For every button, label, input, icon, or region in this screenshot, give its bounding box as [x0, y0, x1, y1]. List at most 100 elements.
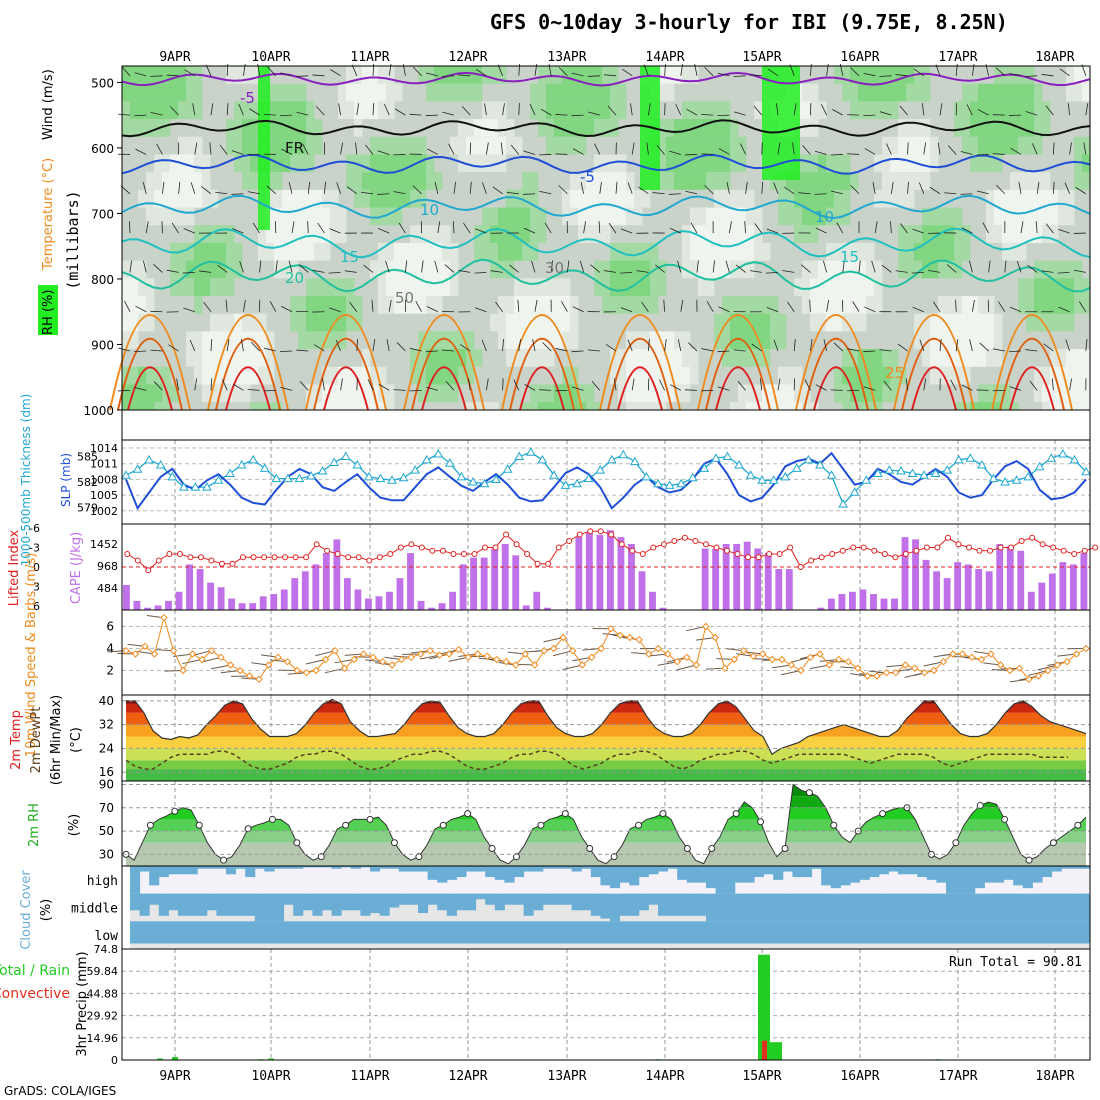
- cloud-cell: [437, 866, 448, 883]
- contour-label: 15: [840, 248, 859, 266]
- cloud-cell: [418, 921, 429, 944]
- wind-barb: [183, 228, 195, 234]
- rh-cell: [618, 101, 627, 120]
- rh-cell: [274, 119, 283, 137]
- cloud-cell: [1032, 921, 1043, 944]
- rh-cell: [146, 119, 155, 137]
- rh-cell: [482, 66, 491, 84]
- cloud-cell: [360, 866, 371, 868]
- rh-cell: [346, 295, 355, 314]
- rh-cell: [946, 331, 955, 350]
- rh-cell: [898, 260, 907, 279]
- wind-speed-marker: [407, 653, 415, 662]
- wind-barb: [518, 103, 520, 116]
- wind-barb: [365, 144, 374, 155]
- rh-cell: [138, 278, 147, 297]
- rh-cell: [602, 172, 611, 190]
- rh-cell: [890, 101, 899, 120]
- cloud-cell: [1061, 893, 1072, 922]
- wind-barb: [1035, 221, 1038, 234]
- cape-bar: [1027, 591, 1035, 610]
- cape-bar: [996, 543, 1004, 610]
- wind-barb: [1078, 301, 1087, 312]
- rh-cell: [866, 278, 875, 297]
- wind-barb: [759, 378, 763, 391]
- rh-cell: [498, 136, 507, 155]
- rh-cell: [850, 384, 859, 403]
- wind-barb: [823, 260, 827, 273]
- rh-cell: [434, 384, 443, 403]
- wind-barb: [121, 66, 131, 77]
- rh-cell: [794, 172, 803, 190]
- rh-cell: [210, 366, 219, 385]
- rh-marker: [1074, 821, 1082, 829]
- wind-barb: [210, 378, 213, 391]
- rh-cell: [306, 331, 315, 350]
- thickness-marker: [352, 459, 363, 469]
- cloud-cell: [792, 866, 803, 878]
- rh-cell: [1066, 295, 1075, 314]
- boundary-layer-isotherm: [225, 366, 271, 411]
- rh-cell: [802, 172, 811, 190]
- wind-barb: [631, 378, 635, 391]
- cape-bar: [617, 537, 625, 610]
- wind-barb: [534, 299, 538, 312]
- cloud-cell: [552, 921, 563, 944]
- rh-cell: [426, 384, 435, 403]
- rh-cell: [834, 172, 843, 190]
- wind-barb: [156, 143, 163, 155]
- rh-cell: [666, 83, 675, 102]
- rh-cell: [802, 119, 811, 137]
- cape-bar: [1006, 546, 1014, 610]
- rh-cell: [762, 331, 771, 350]
- slp-tick-label: 1014: [90, 442, 118, 455]
- rh-cell: [258, 242, 267, 261]
- rh-cell: [1050, 313, 1059, 332]
- rh-cell: [610, 66, 619, 84]
- li-marker: [1018, 538, 1025, 544]
- rh-cell: [378, 66, 387, 84]
- rh-cell: [1042, 101, 1051, 120]
- wind-barb: [1010, 147, 1022, 155]
- li-marker: [776, 551, 783, 557]
- rh-cell: [490, 225, 499, 243]
- wind-barb: [539, 190, 552, 195]
- cloud-cell: [533, 921, 544, 944]
- rh-cell: [546, 313, 555, 332]
- rh-cell: [1042, 260, 1051, 279]
- wind-barb: [591, 380, 601, 391]
- rh-cell: [458, 331, 467, 350]
- rh-cell: [1066, 313, 1075, 332]
- cloud-cell: [1051, 921, 1062, 944]
- rh-cell: [882, 384, 891, 403]
- rh-cell: [1074, 295, 1083, 314]
- wind-barb: [338, 103, 341, 116]
- wind-barb: [701, 348, 714, 352]
- li-marker: [1060, 547, 1067, 554]
- rh-cell: [938, 295, 947, 314]
- li-marker: [966, 544, 972, 551]
- rh-marker: [635, 821, 643, 829]
- wind-speed-marker: [359, 650, 368, 658]
- rh-cell: [338, 101, 347, 120]
- boundary-layer-isotherm: [999, 338, 1065, 411]
- wind-barb: [296, 111, 309, 116]
- rh-cell: [1066, 278, 1075, 297]
- cloud-cell: [350, 866, 361, 869]
- rh-cell: [530, 349, 539, 367]
- wind-barb: [134, 350, 147, 353]
- cloud-cell: [523, 893, 534, 916]
- rh-cell: [554, 136, 563, 155]
- wind-barb: [183, 307, 195, 313]
- wind-barb: [793, 339, 796, 352]
- rh-cell: [482, 101, 491, 120]
- rh-cell: [618, 366, 627, 385]
- rh-cell: [954, 207, 963, 226]
- boundary-layer-isotherm: [411, 338, 477, 411]
- cloud-cell: [1061, 921, 1072, 944]
- wind-barb: [150, 349, 163, 352]
- rh-cell: [994, 384, 1003, 403]
- rh-cell: [282, 119, 291, 137]
- wind-speed-marker: [236, 666, 244, 675]
- wind-barb: [518, 339, 521, 352]
